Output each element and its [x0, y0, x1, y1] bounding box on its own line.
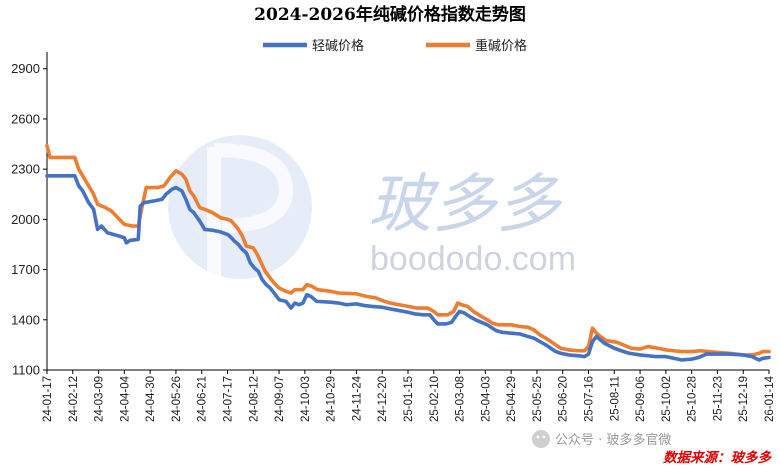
x-tick-label: 25-01-15 [403, 376, 415, 422]
x-tick-label: 25-07-16 [584, 376, 596, 422]
chart-title: 2024-2026年纯碱价格指数走势图 [254, 4, 526, 25]
x-tick-label: 24-05-26 [171, 376, 183, 422]
y-tick-label: 1700 [11, 262, 40, 277]
x-tick-label: 25-11-23 [712, 376, 724, 421]
x-tick-label: 26-01-14 [764, 375, 776, 422]
y-tick-label: 2300 [11, 162, 40, 177]
wechat-watermark-text: 公众号 · 玻多多官微 [555, 432, 671, 448]
y-tick-label: 1400 [11, 312, 40, 327]
wechat-watermark: 公众号 · 玻多多官微 [532, 430, 671, 448]
series-layer [45, 143, 771, 362]
x-tick-label: 24-12-20 [377, 376, 389, 422]
legend-label-heavy: 重碱价格 [475, 38, 527, 54]
y-tick-labels: 1100 1400 1700 2000 2300 2600 2900 [11, 61, 47, 378]
y-tick-label: 2000 [11, 212, 40, 227]
brand-watermark-cn: 玻多多 [368, 168, 563, 242]
data-source: 数据来源：玻多多 [663, 450, 772, 466]
x-tick-label: 25-10-02 [661, 376, 673, 422]
y-tick-label: 2900 [11, 61, 40, 76]
x-tick-label: 25-05-25 [532, 376, 544, 422]
wechat-icon [532, 430, 550, 448]
series-line-light-soda [45, 174, 771, 362]
x-tick-label: 24-11-24 [351, 375, 363, 421]
x-tick-label: 24-10-29 [326, 376, 338, 422]
x-tick-label: 24-03-09 [94, 376, 106, 422]
x-tick-label: 25-02-10 [429, 376, 441, 422]
x-tick-label: 24-04-30 [145, 376, 157, 422]
x-tick-label: 24-07-17 [223, 376, 235, 422]
x-tick-label: 25-09-06 [635, 376, 647, 422]
series-line-heavy-soda [45, 143, 771, 357]
x-tick-label: 25-12-19 [738, 376, 750, 422]
x-tick-label: 24-10-03 [300, 376, 312, 422]
x-tick-label: 25-04-03 [480, 376, 492, 422]
x-tick-label: 25-04-29 [506, 376, 518, 422]
y-tick-label: 1100 [12, 363, 40, 378]
x-tick-label: 24-06-21 [197, 376, 209, 422]
legend: 轻碱价格 重碱价格 [263, 38, 527, 54]
x-tick-label: 24-01-17 [42, 376, 54, 422]
x-tick-labels: 24-01-17 24-02-12 24-03-09 24-04-04 24-04-30… [42, 370, 776, 422]
x-tick-label: 25-10-28 [687, 376, 699, 422]
x-tick-label: 24-02-12 [68, 376, 80, 422]
x-tick-label: 25-08-11 [609, 376, 621, 421]
x-tick-label: 24-08-12 [248, 376, 260, 422]
brand-watermark-en: boododo.com [370, 240, 576, 278]
x-tick-label: 25-03-08 [455, 376, 467, 422]
legend-label-light: 轻碱价格 [312, 38, 364, 54]
x-tick-label: 25-06-20 [558, 376, 570, 422]
y-tick-label: 2600 [11, 111, 40, 126]
brand-watermark: 玻多多 boododo.com [168, 135, 576, 282]
x-tick-label: 24-09-07 [274, 376, 286, 422]
x-tick-label: 24-04-04 [119, 375, 131, 422]
